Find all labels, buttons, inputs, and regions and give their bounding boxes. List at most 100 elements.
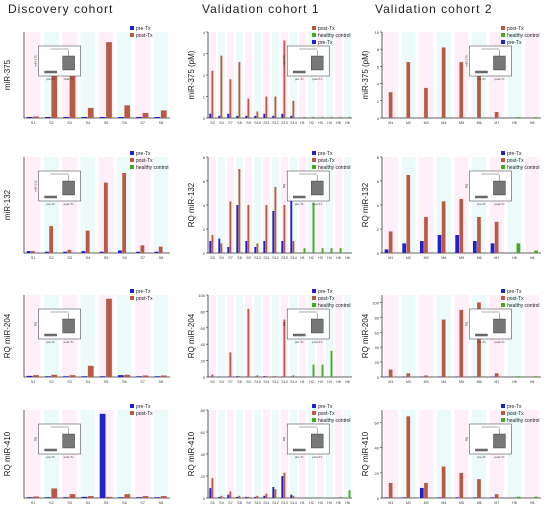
- y-axis-label: RQ miR-410: [361, 431, 370, 476]
- legend-label: pre-Tx: [507, 289, 522, 295]
- bar-post-tx: [459, 199, 464, 253]
- category-label: M1: [388, 256, 393, 260]
- category-label: H4: [327, 501, 332, 505]
- background-stripe: [253, 32, 262, 118]
- y-tick-label: 20: [375, 471, 380, 476]
- bar-pre-tx: [209, 113, 212, 118]
- legend-swatch: [501, 296, 505, 300]
- bar-post-tx: [265, 205, 268, 253]
- legend-label: pre-Tx: [507, 151, 522, 157]
- bar-pre-tx: [437, 497, 442, 498]
- bar-post-tx: [274, 96, 277, 118]
- background-stripe: [419, 157, 434, 253]
- legend-swatch: [501, 418, 505, 422]
- inset-label: pre-Tx: [477, 340, 486, 344]
- bar-pre-tx: [290, 494, 293, 498]
- legend-swatch: [501, 165, 505, 169]
- y-tick-label: 8: [203, 155, 206, 160]
- bar-post-tx: [256, 111, 259, 118]
- bar-pre-tx: [281, 476, 284, 498]
- legend-label: pre-Tx: [507, 40, 522, 46]
- background-stripe: [262, 410, 271, 498]
- category-label: H5: [512, 256, 517, 260]
- inset-box: [44, 70, 57, 74]
- bar-healthy-control: [321, 497, 324, 498]
- bar-post-tx: [477, 217, 481, 253]
- legend-label: post-Tx: [507, 158, 524, 164]
- inset-boxplot: pre-Tx post-Tx RQ: [282, 423, 330, 459]
- background-stripe: [307, 157, 316, 253]
- y-tick-label: 10: [375, 30, 380, 35]
- category-label: M2: [406, 121, 411, 125]
- legend-swatch: [312, 404, 316, 408]
- category-label: S3: [67, 380, 71, 384]
- bar-healthy-control: [330, 497, 333, 498]
- y-axis-label: miR-375: [3, 59, 12, 90]
- bar-healthy-control: [303, 116, 306, 118]
- category-label: S12: [272, 380, 278, 384]
- category-label: S13: [281, 501, 287, 505]
- bar-pre-tx: [209, 241, 212, 253]
- bar-post-tx: [406, 62, 411, 118]
- y-tick-label: 0: [377, 116, 380, 121]
- bar-post-tx: [256, 495, 259, 498]
- bar-pre-tx: [117, 497, 124, 498]
- bar-post-tx: [122, 173, 127, 253]
- bar-post-tx: [33, 116, 39, 118]
- y-axis-label: RQ miR-132: [187, 182, 196, 227]
- bar-healthy-control: [312, 497, 315, 498]
- background-stripe: [25, 295, 41, 377]
- bar-pre-tx: [44, 116, 51, 118]
- bar-post-tx: [406, 373, 411, 377]
- bar-post-tx: [49, 226, 54, 253]
- background-stripe: [25, 157, 41, 253]
- legend-label: post-Tx: [136, 296, 153, 302]
- bar-pre-tx: [63, 251, 68, 253]
- legend-label: pre-Tx: [136, 26, 151, 32]
- bar-post-tx: [388, 369, 393, 377]
- inset-axis-label: RQ: [34, 436, 38, 441]
- bar-pre-tx: [99, 251, 104, 253]
- legend-label: post-Tx: [136, 411, 153, 417]
- y-tick-label: 0: [377, 375, 380, 380]
- y-tick-label: 60: [201, 430, 206, 435]
- category-label: S3: [67, 121, 71, 125]
- bar-post-tx: [229, 201, 232, 253]
- background-stripe: [525, 295, 540, 377]
- inset-box: [475, 448, 488, 452]
- bar-pre-tx: [245, 115, 248, 118]
- bar-healthy-control: [303, 248, 306, 253]
- category-label: S4: [219, 256, 223, 260]
- inset-axis-label: miR-375: [464, 55, 468, 67]
- category-label: H2: [309, 380, 314, 384]
- category-label: M3: [424, 121, 429, 125]
- inset-label: post-Tx: [312, 340, 323, 344]
- bar-post-tx: [87, 107, 94, 118]
- bar-healthy-control: [330, 248, 333, 253]
- category-label: H4: [327, 121, 332, 125]
- bar-pre-tx: [254, 247, 257, 253]
- bar-healthy-control: [303, 497, 306, 498]
- background-stripe: [217, 410, 226, 498]
- inset-axis-label: RQ: [464, 183, 468, 188]
- legend-label: healthy control: [318, 303, 351, 309]
- background-stripe: [153, 157, 169, 253]
- y-tick-label: 6: [377, 64, 380, 69]
- background-stripe: [419, 32, 434, 118]
- chart-v2-mir375: 0 2 4 6 8 10 miR-375 (pM) M1 M2 M3 M4 M5 M6 M7 H5 H6 pos…: [361, 26, 541, 125]
- background-stripe: [25, 32, 41, 118]
- category-label: H3: [318, 121, 323, 125]
- bar-post-tx: [229, 491, 232, 498]
- category-label: M6: [477, 256, 482, 260]
- category-label: H5: [512, 380, 517, 384]
- inset-axis-label: RQ: [282, 183, 286, 188]
- background-stripe: [401, 295, 416, 377]
- legend-swatch: [312, 165, 316, 169]
- inset-label: post-Tx: [494, 77, 505, 81]
- legend-label: pre-Tx: [318, 404, 333, 410]
- column-title-validation-1: Validation cohort 1: [202, 2, 320, 16]
- bar-pre-tx: [272, 115, 275, 118]
